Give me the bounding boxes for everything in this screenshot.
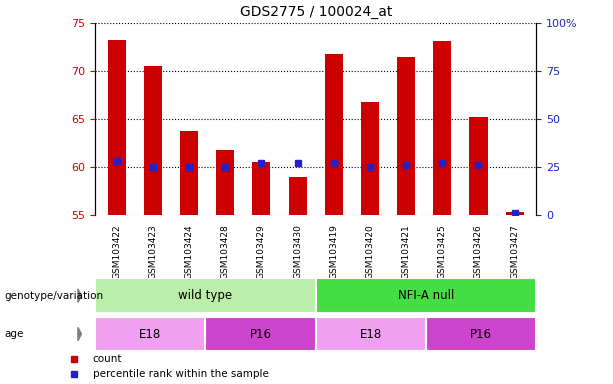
Text: genotype/variation: genotype/variation <box>5 291 104 301</box>
Bar <box>316 278 536 313</box>
Text: GSM103423: GSM103423 <box>148 224 158 279</box>
Bar <box>433 41 451 215</box>
Text: GSM103424: GSM103424 <box>185 224 194 279</box>
Polygon shape <box>78 289 82 303</box>
Bar <box>506 212 524 215</box>
Bar <box>216 150 234 215</box>
Text: GSM103421: GSM103421 <box>402 224 411 279</box>
Text: GSM103426: GSM103426 <box>474 224 483 279</box>
Bar <box>470 117 487 215</box>
Text: GSM103428: GSM103428 <box>221 224 230 279</box>
Polygon shape <box>78 327 82 341</box>
Text: GSM103419: GSM103419 <box>329 224 338 279</box>
Bar <box>95 317 205 351</box>
Bar <box>325 54 343 215</box>
Text: GSM103430: GSM103430 <box>293 224 302 279</box>
Bar <box>144 66 162 215</box>
Text: percentile rank within the sample: percentile rank within the sample <box>93 369 268 379</box>
Text: count: count <box>93 354 122 364</box>
Text: P16: P16 <box>470 328 492 341</box>
Bar <box>426 317 536 351</box>
Text: GSM103420: GSM103420 <box>365 224 375 279</box>
Title: GDS2775 / 100024_at: GDS2775 / 100024_at <box>240 5 392 19</box>
Bar <box>205 317 316 351</box>
Bar <box>108 40 126 215</box>
Bar <box>316 317 426 351</box>
Text: E18: E18 <box>139 328 161 341</box>
Bar <box>289 177 306 215</box>
Bar <box>361 102 379 215</box>
Bar <box>253 162 270 215</box>
Text: E18: E18 <box>360 328 382 341</box>
Text: age: age <box>5 329 24 339</box>
Text: GSM103427: GSM103427 <box>510 224 519 279</box>
Bar <box>397 56 415 215</box>
Text: wild type: wild type <box>178 289 232 302</box>
Bar <box>180 131 198 215</box>
Text: P16: P16 <box>249 328 272 341</box>
Bar <box>95 278 316 313</box>
Text: NFI-A null: NFI-A null <box>398 289 454 302</box>
Text: GSM103425: GSM103425 <box>438 224 447 279</box>
Text: GSM103422: GSM103422 <box>112 224 121 279</box>
Text: GSM103429: GSM103429 <box>257 224 266 279</box>
